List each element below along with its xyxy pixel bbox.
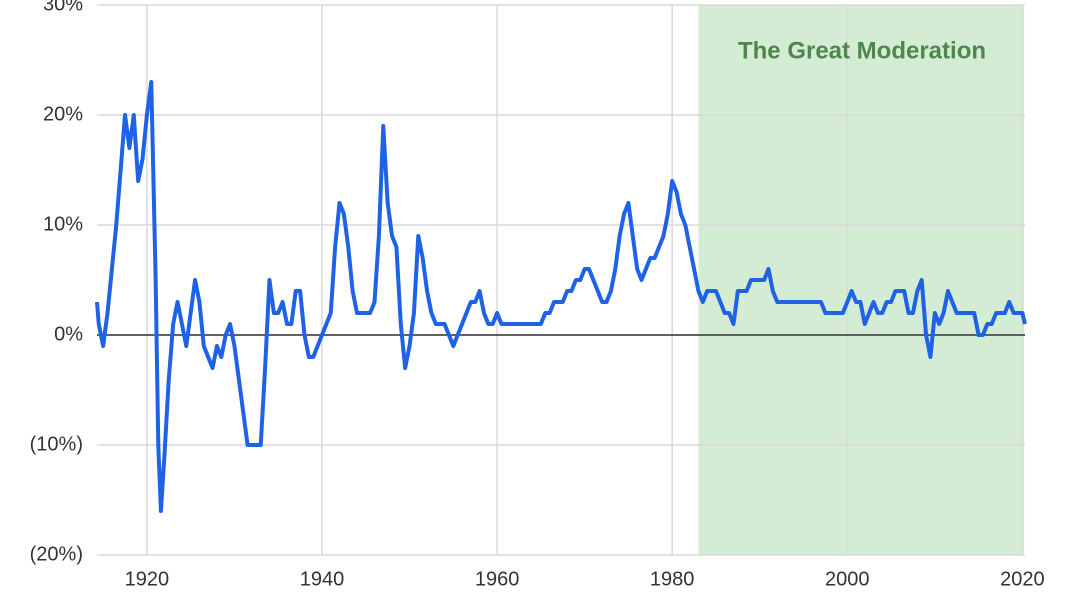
line-layer: [95, 80, 1027, 513]
labels-layer: (20%) (10%) 0% 10% 20% 30% 1920 1940 1960 1980 200…: [30, 0, 1045, 590]
y-tick-label: 0%: [54, 323, 83, 345]
y-tick-label: 30%: [43, 0, 83, 15]
shaded-region: [698, 5, 1025, 555]
data-line: [95, 80, 1027, 513]
y-tick-label: 20%: [43, 103, 83, 125]
annotation: The Great Moderation: [738, 37, 986, 64]
y-tick-label: (10%): [30, 433, 83, 455]
shade-layer: [698, 5, 1025, 555]
x-tick-label: 1980: [650, 568, 695, 590]
x-tick-label: 1960: [475, 568, 520, 590]
y-tick-label: (20%): [30, 543, 83, 565]
y-tick-label: 10%: [43, 213, 83, 235]
x-tick-label: 1940: [300, 568, 345, 590]
x-tick-label: 1920: [125, 568, 170, 590]
x-tick-label: 2000: [825, 568, 870, 590]
x-tick-label: 2020: [1000, 568, 1045, 590]
